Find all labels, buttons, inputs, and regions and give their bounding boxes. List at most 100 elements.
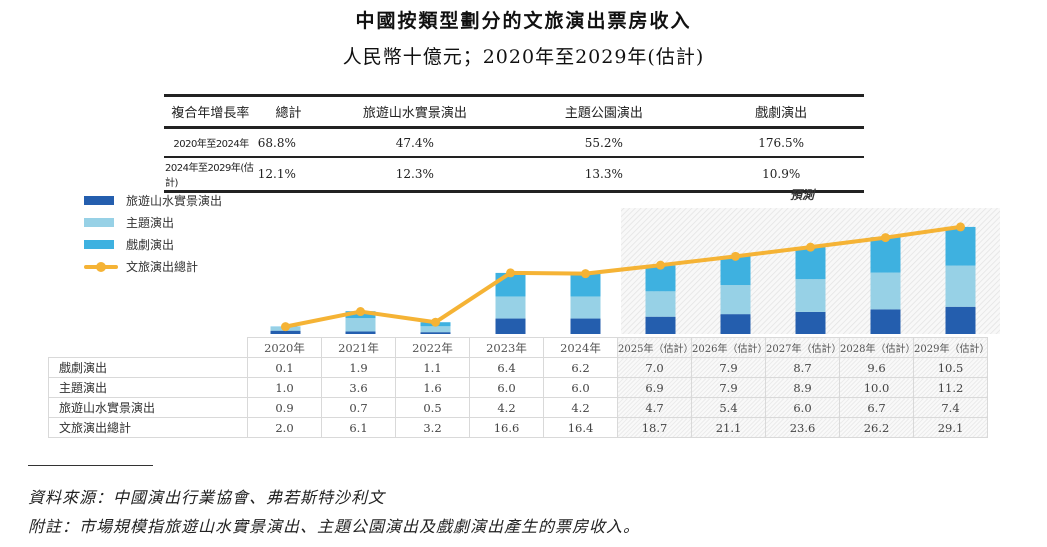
footnote-divider	[28, 465, 153, 466]
bar-segment-landscape	[795, 311, 826, 334]
cagr-header: 主題公園演出	[509, 94, 699, 129]
data-cell: 16.6	[469, 417, 544, 438]
total-line	[285, 224, 961, 329]
data-cell: 1.1	[395, 357, 470, 378]
year-header: 2023年	[469, 337, 544, 358]
bar-segment-theme	[795, 279, 826, 312]
cagr-value: 47.4%	[320, 127, 510, 158]
data-cell: 7.9	[691, 377, 766, 398]
data-table: 2020年 2021年 2022年 2023年 2024年 2025年（估計） …	[48, 337, 989, 438]
bar-segment-drama	[570, 273, 601, 297]
bar-segment-landscape	[270, 330, 301, 334]
data-table-row: 主題演出 1.0 3.6 1.6 6.0 6.0 6.9 7.9 8.9 10.0 11.2	[48, 377, 988, 398]
data-row-label: 戲劇演出	[48, 357, 248, 378]
cagr-table: 複合年增長率 總計 旅遊山水實景演出 主題公園演出 戲劇演出 2020年至202…	[164, 94, 864, 193]
cagr-value: 10.9%	[698, 157, 864, 193]
bar-segment-landscape	[945, 306, 976, 334]
total-marker	[506, 268, 515, 278]
bar-segment-theme	[720, 285, 751, 315]
bar-segment-theme	[345, 318, 376, 332]
data-cell: 6.2	[543, 357, 618, 378]
data-cell: 5.4	[691, 397, 766, 418]
data-cell: 26.2	[839, 417, 914, 438]
total-marker	[806, 242, 815, 252]
cagr-header: 旅遊山水實景演出	[320, 94, 510, 129]
total-marker	[956, 222, 965, 232]
data-cell: 4.2	[469, 397, 544, 418]
data-cell: 7.0	[617, 357, 692, 378]
bar-segment-theme	[420, 326, 451, 333]
chart-subtitle: 人民幣十億元；2020年至2029年(估計)	[342, 46, 705, 68]
legend-item-drama: 戲劇演出	[84, 233, 222, 255]
legend-item-landscape: 旅遊山水實景演出	[84, 189, 222, 211]
total-marker	[356, 307, 365, 317]
data-cell: 4.7	[617, 397, 692, 418]
total-marker	[656, 260, 665, 270]
data-cell: 10.0	[839, 377, 914, 398]
data-cell: 1.0	[247, 377, 322, 398]
bar-segment-theme	[870, 272, 901, 310]
forecast-label: 預測	[790, 188, 815, 202]
data-cell: 1.9	[321, 357, 396, 378]
bar-segment-theme	[645, 291, 676, 317]
data-table-row: 文旅演出總計 2.0 6.1 3.2 16.6 16.4 18.7 21.1 23.6 26.2 2…	[48, 417, 988, 438]
cagr-value: 12.1%	[256, 157, 321, 193]
bar-segment-drama	[870, 237, 901, 273]
cagr-row: 2020年至2024年 68.8% 47.4% 55.2% 176.5%	[164, 127, 864, 158]
source-note: 資料來源：中國演出行業協會、弗若斯特沙利文	[28, 488, 386, 507]
data-cell: 6.0	[765, 397, 840, 418]
data-cell: 6.7	[839, 397, 914, 418]
data-cell: 6.1	[321, 417, 396, 438]
bar-segment-landscape	[495, 318, 526, 334]
legend-label: 戲劇演出	[126, 237, 175, 252]
bar-segment-landscape	[570, 318, 601, 334]
data-table-row: 戲劇演出 0.1 1.9 1.1 6.4 6.2 7.0 7.9 8.7 9.6 10.5	[48, 357, 988, 378]
data-table-header: 2020年 2021年 2022年 2023年 2024年 2025年（估計） …	[48, 337, 989, 358]
bar-segment-drama	[795, 247, 826, 280]
cagr-row: 2024年至2029年(估計) 12.1% 12.3% 13.3% 10.9%	[164, 157, 864, 193]
year-header-forecast: 2026年（估計）	[691, 337, 767, 358]
bar-segment-landscape	[345, 331, 376, 334]
chart-legend: 旅遊山水實景演出 主題演出 戲劇演出 文旅演出總計	[84, 189, 222, 277]
data-cell: 6.0	[543, 377, 618, 398]
year-header: 2020年	[247, 337, 322, 358]
data-cell: 6.0	[469, 377, 544, 398]
legend-swatch-landscape	[84, 195, 114, 205]
data-row-label: 文旅演出總計	[48, 417, 248, 438]
data-cell: 10.5	[913, 357, 988, 378]
bar-segment-theme	[945, 265, 976, 307]
data-cell: 23.6	[765, 417, 840, 438]
legend-swatch-theme	[84, 217, 114, 227]
data-cell: 8.7	[765, 357, 840, 378]
bar-segment-landscape	[870, 309, 901, 334]
legend-item-theme: 主題演出	[84, 211, 222, 233]
data-cell: 1.6	[395, 377, 470, 398]
cagr-row-label: 2024年至2029年(估計)	[164, 157, 257, 193]
chart-title: 中國按類型劃分的文旅演出票房收入	[355, 10, 692, 32]
cagr-value: 13.3%	[509, 157, 699, 193]
data-cell: 3.6	[321, 377, 396, 398]
cagr-value: 12.3%	[320, 157, 510, 193]
data-cell: 16.4	[543, 417, 618, 438]
cagr-header-row: 複合年增長率 總計 旅遊山水實景演出 主題公園演出 戲劇演出	[164, 94, 864, 129]
bar-segment-theme	[495, 296, 526, 319]
year-header: 2024年	[543, 337, 618, 358]
year-header: 2022年	[395, 337, 470, 358]
bar-segment-drama	[645, 265, 676, 292]
bar-segment-landscape	[645, 316, 676, 334]
data-table-corner	[48, 337, 248, 358]
data-cell: 29.1	[913, 417, 988, 438]
cagr-value: 68.8%	[256, 127, 321, 158]
year-header: 2021年	[321, 337, 396, 358]
data-cell: 0.7	[321, 397, 396, 418]
data-cell: 6.9	[617, 377, 692, 398]
legend-item-total: 文旅演出總計	[84, 255, 222, 277]
data-cell: 8.9	[765, 377, 840, 398]
cagr-header: 複合年增長率	[164, 94, 257, 129]
total-marker	[581, 269, 590, 279]
data-cell: 4.2	[543, 397, 618, 418]
cagr-header: 總計	[256, 94, 321, 129]
legend-label: 旅遊山水實景演出	[126, 193, 223, 208]
data-cell: 7.4	[913, 397, 988, 418]
